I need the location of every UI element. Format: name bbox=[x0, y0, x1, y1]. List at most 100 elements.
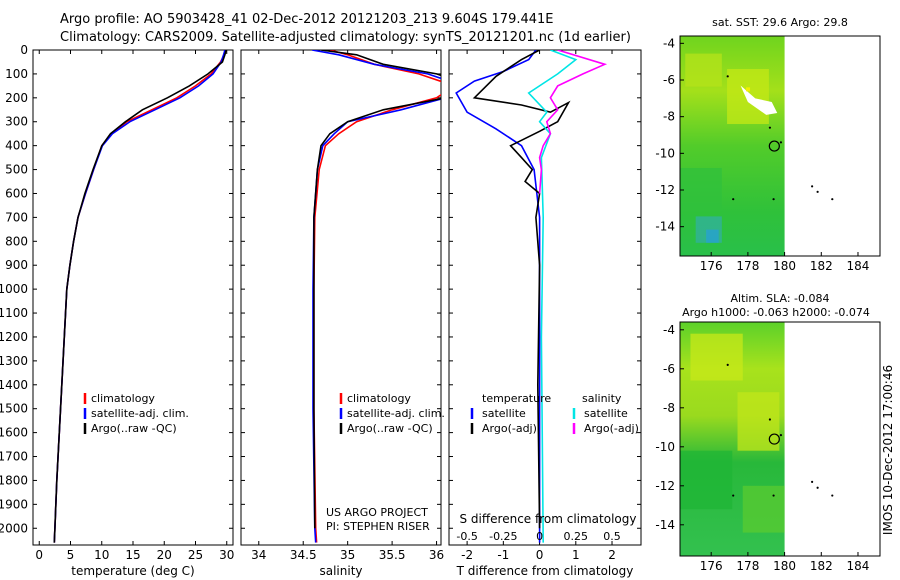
sst_map-field-patch bbox=[685, 53, 722, 87]
sla-map-subtitle: Argo h1000: -0.063 h2000: -0.074 bbox=[682, 306, 870, 319]
legend-entry: satellite-adj. clim. bbox=[347, 407, 445, 420]
depth-tick-label: 300 bbox=[5, 115, 28, 129]
temperature-xtick-label: 0 bbox=[35, 548, 43, 562]
temperature-xtick-label: 30 bbox=[219, 548, 234, 562]
depth-tick-label: 200 bbox=[5, 91, 28, 105]
island-marker bbox=[831, 198, 834, 201]
depth-tick-label: 1000 bbox=[0, 282, 28, 296]
difference-xtick-label: 0 bbox=[536, 548, 544, 562]
sst_map-ytick-label: -8 bbox=[663, 110, 675, 124]
island-marker bbox=[779, 434, 783, 437]
sla_map-ytick-label: -6 bbox=[663, 362, 675, 376]
sst_map-xtick-label: 180 bbox=[773, 259, 796, 273]
sst_map-field-patch bbox=[680, 168, 722, 212]
depth-tick-label: 1500 bbox=[0, 402, 28, 416]
depth-tick-label: 1600 bbox=[0, 426, 28, 440]
credit-project: US ARGO PROJECT bbox=[326, 506, 428, 519]
sla_map-map-frame bbox=[679, 321, 881, 557]
sst_map-xtick-label: 176 bbox=[700, 259, 723, 273]
legend-entry: satellite bbox=[584, 407, 628, 420]
legend-entry: climatology bbox=[91, 392, 155, 405]
render-timestamp: IMOS 10-Dec-2012 17:00:46 bbox=[881, 365, 895, 535]
temperature-xtick-label: 20 bbox=[157, 548, 172, 562]
island-marker bbox=[811, 480, 814, 483]
depth-tick-label: 0 bbox=[20, 43, 28, 57]
island-marker bbox=[816, 486, 819, 489]
credit-pi: PI: STEPHEN RISER bbox=[326, 520, 430, 533]
difference-xtick-label: 2 bbox=[608, 548, 616, 562]
island-marker bbox=[831, 494, 834, 497]
salinity-xtick-label: 34 bbox=[251, 548, 266, 562]
island-marker bbox=[811, 185, 814, 188]
sdiff-tick-label: -0.5 bbox=[456, 530, 477, 543]
temperature-axis-label: temperature (deg C) bbox=[71, 564, 194, 578]
sla_map-field-patch bbox=[690, 333, 743, 381]
sst_map-xtick-label: 182 bbox=[810, 259, 833, 273]
depth-tick-label: 1900 bbox=[0, 497, 28, 511]
salinity-series-line bbox=[311, 50, 441, 543]
island-marker bbox=[772, 198, 775, 201]
sst_map-ytick-label: -12 bbox=[655, 183, 675, 197]
depth-tick-label: 1800 bbox=[0, 473, 28, 487]
sla_map-xtick-label: 180 bbox=[773, 559, 796, 573]
sla_map-xtick-label: 176 bbox=[700, 559, 723, 573]
depth-tick-label: 1700 bbox=[0, 450, 28, 464]
difference-xtick-label: -1 bbox=[497, 548, 509, 562]
difference-series-line bbox=[472, 50, 571, 529]
temperature-xtick-label: 5 bbox=[67, 548, 75, 562]
difference-series-group bbox=[455, 50, 608, 543]
legend-entry: Argo(-adj) bbox=[482, 422, 537, 435]
legend-entry: satellite-adj. clim. bbox=[91, 407, 189, 420]
salinity-series-group bbox=[311, 50, 441, 543]
sla_map-field-patch bbox=[737, 392, 780, 451]
sst-map-title: sat. SST: 29.6 Argo: 29.8 bbox=[712, 16, 848, 29]
salinity-plot-frame bbox=[240, 49, 442, 546]
sla_map-ytick-label: -4 bbox=[663, 323, 675, 337]
sst_map-ytick-label: -10 bbox=[655, 146, 675, 160]
argo-position-marker bbox=[768, 140, 780, 152]
sla_map-ytick-label: -14 bbox=[655, 518, 675, 532]
sla_map-xtick-label: 178 bbox=[736, 559, 759, 573]
legend-entry: Argo(..raw -QC) bbox=[347, 422, 433, 435]
sla-map-title: Altim. SLA: -0.084 bbox=[730, 292, 829, 305]
island-marker bbox=[732, 494, 735, 497]
depth-tick-label: 400 bbox=[5, 139, 28, 153]
difference-series-line bbox=[538, 50, 608, 194]
temperature-series-line bbox=[53, 50, 227, 543]
legend-entry: Argo(..raw -QC) bbox=[91, 422, 177, 435]
difference-series-line bbox=[455, 50, 541, 543]
temperature-xtick-label: 15 bbox=[125, 548, 140, 562]
sst_map-field-patch bbox=[706, 229, 719, 243]
legend-entry: satellite bbox=[482, 407, 526, 420]
island-marker bbox=[768, 126, 772, 129]
difference-series-line bbox=[527, 50, 578, 543]
island-marker bbox=[732, 198, 735, 201]
salinity-axis-label: salinity bbox=[319, 564, 362, 578]
salinity-series-line bbox=[313, 50, 441, 529]
sst_map-map-frame bbox=[679, 35, 881, 257]
chart-title-line1: Argo profile: AO 5903428_41 02-Dec-2012 … bbox=[60, 12, 554, 27]
island-marker bbox=[726, 363, 729, 366]
sdiff-tick-label: 0 bbox=[536, 530, 543, 543]
sla_map-ytick-label: -8 bbox=[663, 401, 675, 415]
depth-tick-label: 700 bbox=[5, 210, 28, 224]
sst-cloud-mask bbox=[740, 85, 778, 115]
depth-tick-label: 800 bbox=[5, 234, 28, 248]
sdiff-tick-label: 0.25 bbox=[564, 530, 589, 543]
depth-tick-label: 1100 bbox=[0, 306, 28, 320]
difference-plot-frame bbox=[448, 49, 642, 546]
legend-entry: climatology bbox=[347, 392, 411, 405]
depth-tick-label: 1300 bbox=[0, 354, 28, 368]
island-marker bbox=[779, 141, 783, 144]
sla_map-xtick-label: 182 bbox=[810, 559, 833, 573]
island-marker bbox=[726, 75, 729, 78]
island-marker bbox=[816, 190, 819, 193]
depth-tick-label: 100 bbox=[5, 67, 28, 81]
tdiff-axis-label: T difference from climatology bbox=[456, 564, 634, 578]
legend-header-temperature: temperature bbox=[482, 392, 551, 405]
sdiff-tick-label: -0.25 bbox=[489, 530, 517, 543]
salinity-xtick-label: 36 bbox=[429, 548, 444, 562]
temperature-plot-frame bbox=[32, 49, 234, 546]
legend-entry: Argo(-adj) bbox=[584, 422, 639, 435]
island-marker bbox=[772, 494, 775, 497]
